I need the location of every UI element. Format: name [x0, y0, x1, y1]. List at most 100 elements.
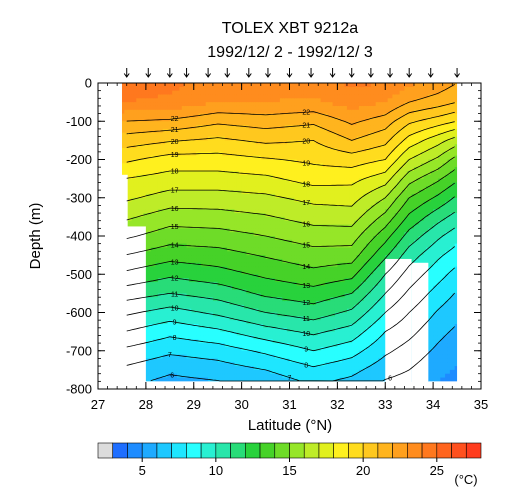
temperature-cell — [253, 293, 257, 298]
temperature-cell — [184, 121, 188, 126]
temperature-cell — [241, 278, 245, 283]
temperature-cell — [179, 247, 183, 252]
temperature-cell — [184, 163, 188, 168]
temperature-cell — [188, 262, 192, 268]
temperature-cell — [229, 170, 233, 176]
temperature-cell — [186, 262, 190, 268]
temperature-cell — [150, 373, 154, 379]
temperature-cell — [224, 312, 228, 317]
temperature-cell — [210, 109, 214, 115]
temperature-cell — [179, 266, 183, 272]
temperature-cell — [260, 86, 264, 92]
temperature-cell — [267, 270, 271, 275]
temperature-cell — [272, 163, 276, 168]
temperature-cell — [162, 205, 166, 210]
temperature-cell — [193, 289, 197, 294]
temperature-cell — [232, 174, 236, 180]
temperature-cell — [241, 239, 245, 245]
temperature-cell — [251, 373, 255, 379]
temperature-cell — [232, 90, 236, 96]
temperature-cell — [176, 247, 180, 252]
temperature-cell — [198, 178, 202, 184]
temperature-cell — [191, 140, 195, 145]
temperature-cell — [208, 228, 212, 233]
temperature-cell — [203, 304, 207, 310]
temperature-cell — [200, 201, 204, 206]
temperature-cell — [263, 151, 267, 157]
temperature-cell — [212, 83, 216, 88]
temperature-cell — [167, 350, 171, 356]
temperature-cell — [136, 86, 140, 92]
temperature-cell — [208, 151, 212, 157]
temperature-cell — [172, 83, 176, 88]
temperature-cell — [179, 140, 183, 145]
temperature-cell — [222, 144, 226, 149]
temperature-cell — [253, 354, 257, 359]
temperature-cell — [246, 178, 250, 184]
temperature-cell — [165, 83, 169, 88]
temperature-cell — [198, 258, 202, 264]
temperature-cell — [253, 373, 257, 379]
temperature-cell — [181, 155, 185, 161]
temperature-cell — [143, 125, 147, 130]
temperature-cell — [176, 174, 180, 180]
temperature-cell — [260, 320, 264, 325]
temperature-cell — [153, 83, 157, 88]
temperature-cell — [179, 121, 183, 126]
temperature-cell — [160, 121, 164, 126]
temperature-cell — [253, 358, 257, 363]
temperature-cell — [131, 121, 135, 126]
temperature-cell — [205, 369, 209, 375]
temperature-cell — [176, 281, 180, 287]
temperature-cell — [174, 213, 178, 218]
temperature-cell — [124, 128, 128, 134]
temperature-cell — [229, 339, 233, 344]
temperature-cell — [145, 366, 149, 371]
temperature-cell — [222, 297, 226, 302]
temperature-cell — [212, 339, 216, 344]
temperature-cell — [239, 163, 243, 168]
temperature-cell — [155, 297, 159, 302]
temperature-cell — [212, 213, 216, 218]
temperature-cell — [136, 193, 140, 199]
temperature-cell — [172, 281, 176, 287]
temperature-cell — [270, 316, 274, 321]
temperature-cell — [248, 228, 252, 233]
temperature-cell — [239, 281, 243, 287]
temperature-cell — [234, 109, 238, 115]
temperature-cell — [184, 247, 188, 252]
temperature-cell — [148, 293, 152, 298]
temperature-cell — [143, 209, 147, 214]
temperature-cell — [172, 170, 176, 176]
temperature-cell — [169, 220, 173, 226]
temperature-cell — [176, 362, 180, 367]
temperature-cell — [138, 102, 142, 107]
temperature-cell — [181, 339, 185, 344]
temperature-cell — [215, 201, 219, 206]
temperature-cell — [145, 377, 149, 382]
temperature-cell — [155, 285, 159, 291]
temperature-cell — [232, 301, 236, 306]
temperature-cell — [165, 247, 169, 252]
temperature-cell — [272, 373, 276, 379]
temperature-cell — [200, 247, 204, 252]
temperature-cell — [172, 350, 176, 356]
temperature-cell — [227, 239, 231, 245]
temperature-cell — [224, 320, 228, 325]
temperature-cell — [244, 224, 248, 229]
temperature-cell — [176, 98, 180, 103]
temperature-cell — [248, 102, 252, 107]
temperature-cell — [234, 113, 238, 119]
temperature-cell — [174, 358, 178, 363]
temperature-cell — [198, 297, 202, 302]
temperature-cell — [234, 155, 238, 161]
temperature-cell — [145, 136, 149, 141]
temperature-cell — [188, 105, 192, 111]
temperature-cell — [265, 220, 269, 226]
temperature-cell — [253, 151, 257, 157]
temperature-cell — [186, 155, 190, 161]
temperature-cell — [203, 274, 207, 279]
temperature-cell — [251, 251, 255, 256]
temperature-cell — [150, 285, 154, 291]
temperature-cell — [215, 178, 219, 184]
